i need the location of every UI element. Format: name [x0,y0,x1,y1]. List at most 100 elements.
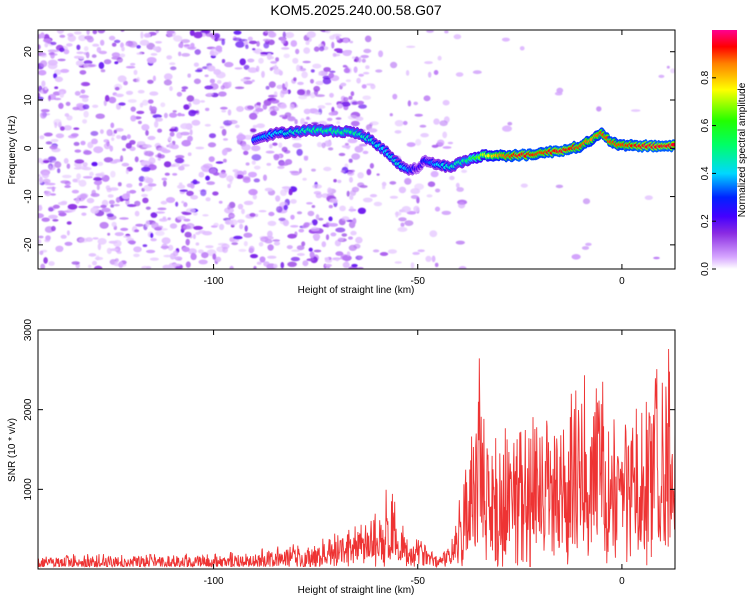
heatmap-cell [264,187,273,192]
heatmap-cell [63,49,70,55]
heatmap-cell [155,211,166,214]
heatmap-cell [349,40,354,44]
heatmap-cell [220,106,228,110]
heatmap-cell [134,210,140,217]
heatmap-cell [314,112,321,115]
spectrogram-x-tick-label: -50 [411,276,426,287]
heatmap-cell [229,219,238,226]
heatmap-cell [325,102,332,106]
heatmap-cell [114,39,121,44]
heatmap-cell [143,184,153,192]
heatmap-cell [202,214,209,217]
heatmap-cell [150,212,158,218]
heatmap-cell [80,140,86,146]
heatmap-cell [154,120,159,128]
heatmap-cell [48,261,55,266]
heatmap-cell [329,92,334,98]
heatmap-cell [145,206,151,210]
heatmap-cell [348,236,353,240]
heatmap-cell [205,33,215,37]
heatmap-cell [350,120,360,127]
heatmap-cell [328,216,333,222]
heatmap-cell [287,261,297,267]
snr-x-tick-label: 0 [619,576,625,587]
heatmap-cell [167,217,171,221]
snr-y-tick-label: 2000 [23,398,34,421]
heatmap-cell [268,211,275,217]
heatmap-ridge-layer [251,123,675,176]
colorbar-tick-label: 0.6 [700,118,711,132]
heatmap-cell [419,124,427,128]
heatmap-cell [347,138,358,144]
heatmap-cell [430,170,439,178]
heatmap-cell [110,204,115,208]
heatmap-cell [164,73,173,81]
heatmap-cell [66,163,71,169]
heatmap-cell [303,47,311,54]
heatmap-cell [389,113,393,117]
heatmap-cell [218,91,227,97]
heatmap-cell [100,129,104,135]
heatmap-cell [237,203,244,210]
heatmap-cell [392,93,398,100]
heatmap-cell [423,95,431,102]
heatmap-cell [346,190,350,197]
heatmap-cell [315,80,324,86]
heatmap-cell [258,242,264,247]
heatmap-cell [323,166,332,172]
heatmap-cell [455,72,464,77]
heatmap-cell [114,232,124,237]
heatmap-cell [155,41,163,44]
heatmap-cell [97,243,102,251]
heatmap-cell [50,49,60,53]
heatmap-cell [198,171,205,178]
heatmap-cell [75,60,84,67]
heatmap-cell [204,74,209,78]
heatmap-cell [178,182,183,185]
heatmap-cell [653,256,660,260]
heatmap-cell [96,46,102,53]
heatmap-cell [293,77,297,82]
heatmap-cell [301,71,308,79]
heatmap-cell [107,232,111,236]
heatmap-cell [60,200,68,205]
heatmap-cell [121,46,125,52]
heatmap-cell [247,67,258,73]
heatmap-cell [287,116,296,122]
spectrogram-y-tick-label: -20 [23,237,34,252]
heatmap-cell [110,170,116,178]
colorbar-tick-label: 0.0 [700,262,711,276]
heatmap-cell [38,235,44,239]
heatmap-cell [343,67,351,74]
heatmap-cell [231,242,238,246]
heatmap-cell [337,237,344,242]
heatmap-cell [82,162,88,167]
heatmap-cell [244,225,248,232]
heatmap-cell [338,152,346,157]
heatmap-cell [329,35,335,40]
heatmap-cell [247,105,255,110]
heatmap-cell [280,262,285,269]
heatmap-cell [98,50,107,55]
heatmap-cell [255,107,264,112]
heatmap-cell [206,92,214,96]
heatmap-cell [213,222,219,227]
heatmap-cell [272,142,278,146]
heatmap-cell [122,148,126,152]
heatmap-cell [130,106,136,112]
heatmap-cell [305,41,310,45]
heatmap-cell [369,163,374,169]
heatmap-cell [198,230,207,234]
heatmap-cell [182,225,191,230]
heatmap-cell [346,146,350,150]
heatmap-cell [453,34,462,40]
heatmap-cell [125,90,134,95]
heatmap-cell [213,69,222,75]
heatmap-cell [160,102,166,108]
heatmap-cell [100,204,107,209]
heatmap-cell [358,73,365,77]
heatmap-cell [282,31,286,39]
heatmap-cell [119,53,126,58]
heatmap-cell [256,102,261,106]
